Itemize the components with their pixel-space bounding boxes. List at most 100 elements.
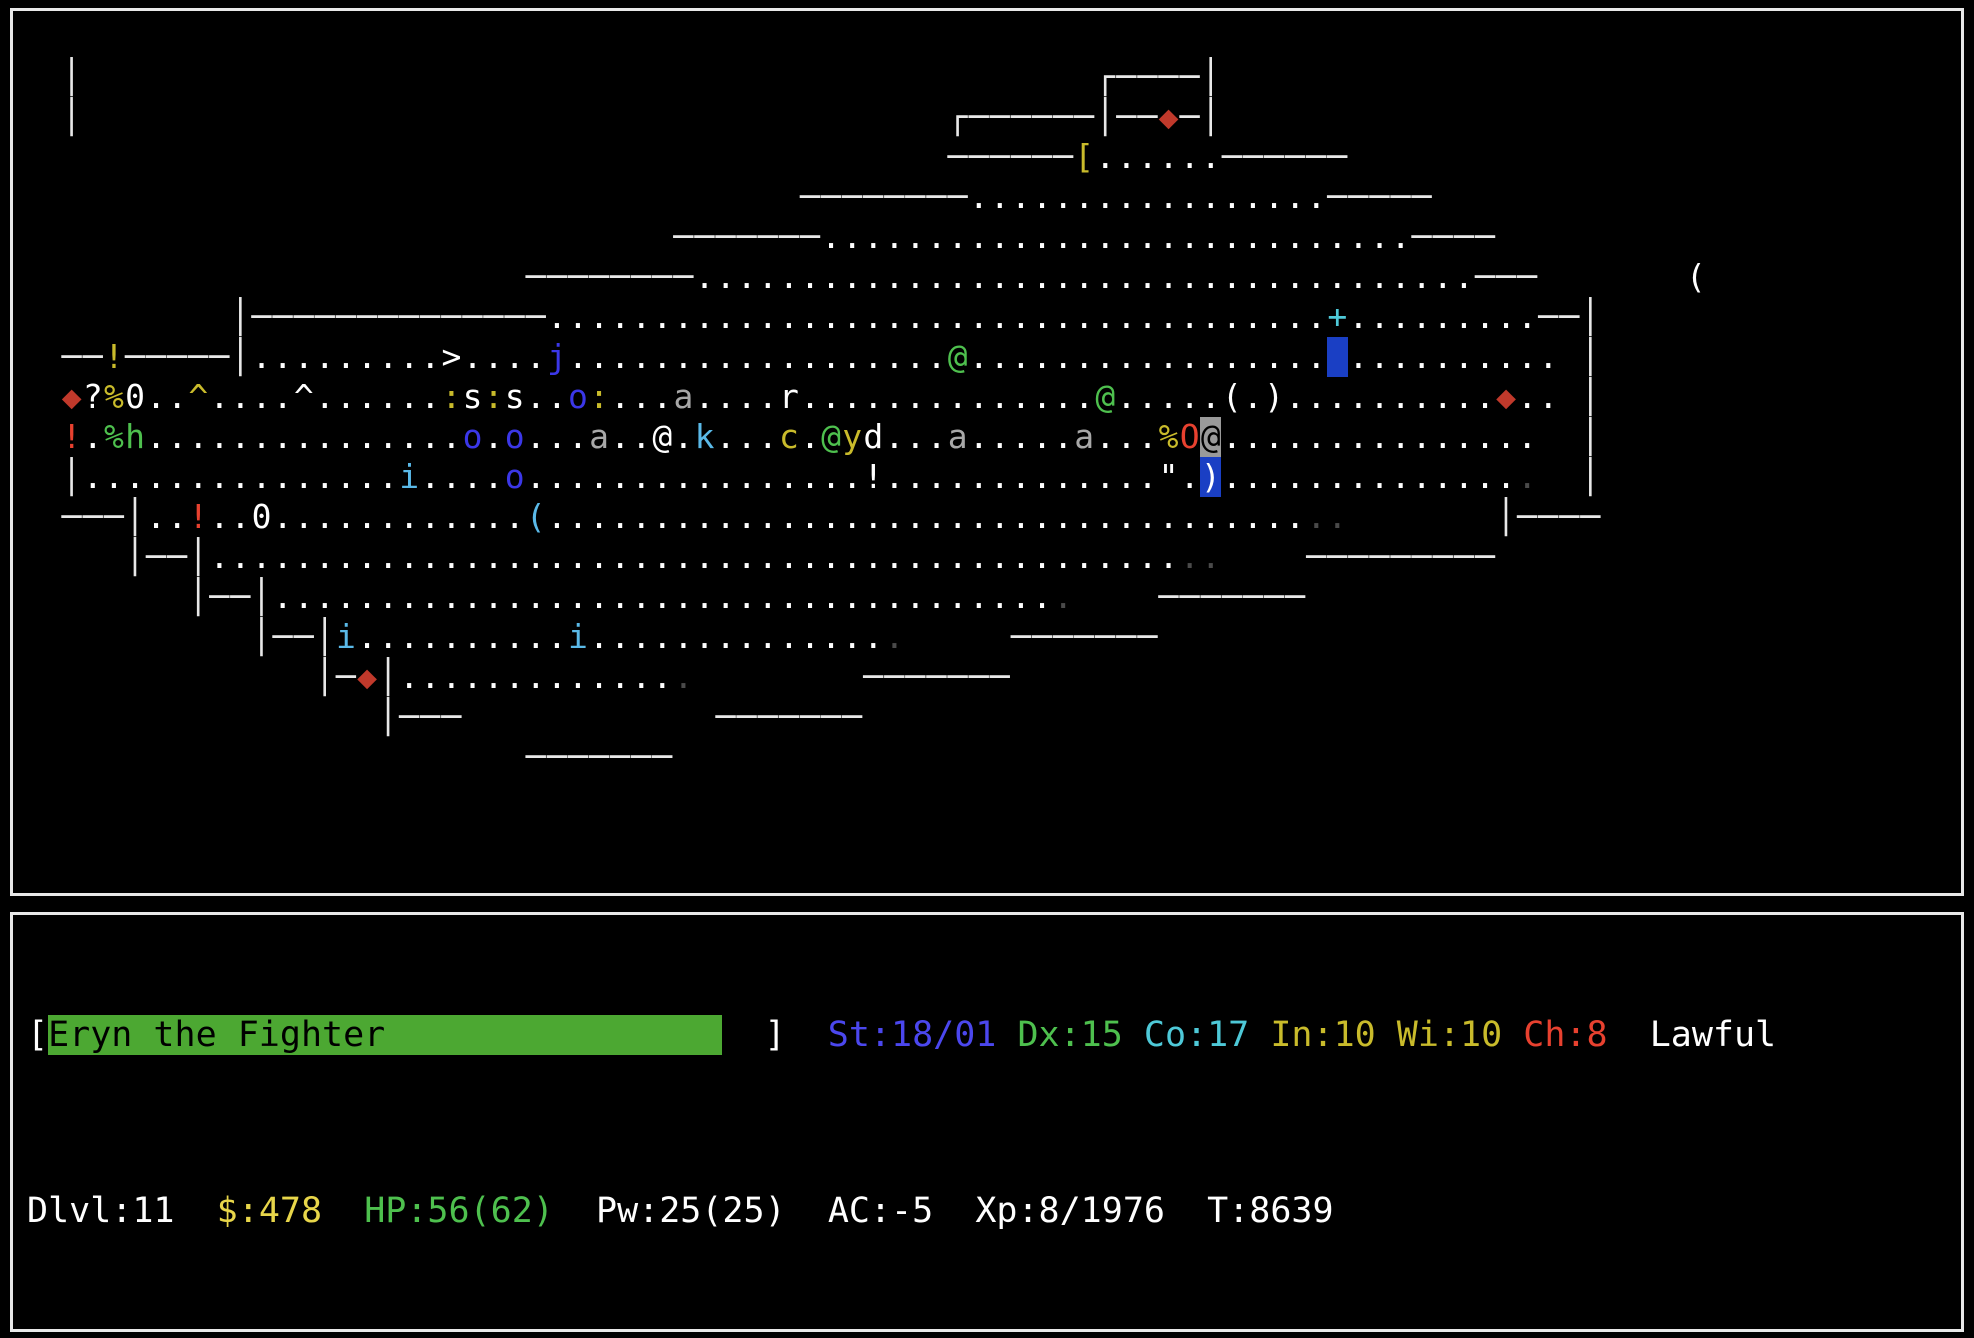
map-cell[interactable]: . <box>546 377 567 416</box>
map-cell[interactable]: ─ <box>1369 537 1390 576</box>
map-cell[interactable]: ─ <box>947 177 968 216</box>
map-cell[interactable]: . <box>251 337 272 376</box>
map-cell[interactable]: . <box>884 537 905 576</box>
map-cell[interactable]: . <box>757 257 778 296</box>
map-cell[interactable]: . <box>736 497 757 536</box>
map-cell[interactable]: ─ <box>1580 497 1601 536</box>
map-cell[interactable]: . <box>1264 177 1285 216</box>
map-cell[interactable]: . <box>821 297 842 336</box>
map-cell[interactable]: . <box>209 417 230 456</box>
map-cell[interactable]: . <box>589 617 610 656</box>
map-cell[interactable]: . <box>610 377 631 416</box>
map-cell[interactable]: . <box>1200 297 1221 336</box>
map-cell[interactable]: ─ <box>441 697 462 736</box>
map-cell[interactable]: . <box>1306 417 1327 456</box>
map-cell[interactable]: . <box>399 657 420 696</box>
map-cell[interactable]: . <box>399 337 420 376</box>
map-cell[interactable]: . <box>504 617 525 656</box>
map-cell[interactable]: │ <box>188 577 209 616</box>
map-cell[interactable]: . <box>694 377 715 416</box>
map-cell[interactable]: . <box>1369 417 1390 456</box>
map-cell[interactable]: . <box>1369 297 1390 336</box>
map-cell[interactable]: . <box>778 617 799 656</box>
map-cell[interactable]: ─ <box>1517 497 1538 536</box>
map-cell[interactable]: . <box>1285 177 1306 216</box>
map-cell[interactable]: . <box>378 457 399 496</box>
map-cell[interactable]: . <box>1411 257 1432 296</box>
map-cell[interactable]: . <box>1116 377 1137 416</box>
map-cell[interactable]: . <box>399 537 420 576</box>
map-cell[interactable]: . <box>1032 377 1052 416</box>
map-cell[interactable]: . <box>441 417 462 456</box>
map-cell[interactable]: ─ <box>1327 177 1348 216</box>
map-cell[interactable]: . <box>715 497 736 536</box>
map-cell[interactable]: . <box>821 377 842 416</box>
map-cell[interactable]: . <box>1200 137 1221 176</box>
map-cell[interactable]: ─ <box>82 497 103 536</box>
map-cell[interactable]: │ <box>61 97 82 136</box>
map-cell[interactable]: . <box>1011 537 1031 576</box>
map-cell[interactable]: ─ <box>103 497 124 536</box>
map-cell[interactable]: . <box>1053 337 1074 376</box>
map-cell[interactable]: . <box>778 577 799 616</box>
map-cell[interactable]: ─ <box>589 257 610 296</box>
map-cell[interactable]: . <box>884 217 905 256</box>
map-cell[interactable]: . <box>926 297 947 336</box>
map-cell[interactable]: [ <box>1074 137 1095 176</box>
map-cell[interactable]: . <box>757 337 778 376</box>
map-cell[interactable]: . <box>926 417 947 456</box>
map-cell[interactable]: . <box>504 537 525 576</box>
map-cell[interactable]: . <box>546 417 567 456</box>
map-cell[interactable]: . <box>1327 257 1348 296</box>
map-cell[interactable]: . <box>1095 257 1116 296</box>
map-cell[interactable]: @ <box>947 337 968 376</box>
map-cell[interactable]: . <box>757 377 778 416</box>
map-cell[interactable]: . <box>230 497 251 536</box>
map-cell[interactable]: . <box>1137 537 1158 576</box>
map-cell[interactable]: . <box>1285 497 1306 536</box>
map-cell[interactable]: . <box>589 297 610 336</box>
map-cell[interactable]: . <box>1432 257 1453 296</box>
map-cell[interactable]: . <box>420 337 441 376</box>
map-cell[interactable]: . <box>610 417 631 456</box>
map-cell[interactable]: . <box>715 577 736 616</box>
map-cell[interactable]: . <box>230 417 251 456</box>
map-cell[interactable]: o <box>504 417 525 456</box>
map-cell[interactable]: ? <box>82 377 103 416</box>
map-cell[interactable]: ─ <box>1116 617 1137 656</box>
map-cell[interactable]: . <box>336 497 356 536</box>
map-cell[interactable]: . <box>631 657 652 696</box>
map-cell[interactable]: . <box>1327 497 1348 536</box>
map-cell[interactable]: . <box>441 577 462 616</box>
map-cell[interactable]: │ <box>1580 297 1601 336</box>
map-cell[interactable]: . <box>884 257 905 296</box>
map-cell[interactable]: . <box>399 577 420 616</box>
map-cell[interactable]: . <box>1011 417 1031 456</box>
map-cell[interactable]: . <box>1095 137 1116 176</box>
map-cell[interactable]: . <box>989 377 1010 416</box>
map-cell[interactable]: . <box>736 417 757 456</box>
map-cell[interactable]: ! <box>61 417 82 456</box>
map-cell[interactable]: . <box>1243 217 1263 256</box>
map-cell[interactable]: ─ <box>905 177 926 216</box>
map-cell[interactable]: . <box>546 617 567 656</box>
map-cell[interactable]: . <box>1517 457 1538 496</box>
map-cell[interactable]: . <box>1453 377 1474 416</box>
map-cell[interactable]: . <box>1032 537 1052 576</box>
map-cell[interactable]: . <box>968 217 989 256</box>
map-cell[interactable]: c <box>778 417 799 456</box>
map-cell[interactable]: ─ <box>462 297 483 336</box>
map-cell[interactable]: . <box>357 457 377 496</box>
map-cell[interactable]: │ <box>125 537 145 576</box>
map-cell[interactable]: . <box>842 617 863 656</box>
map-cell[interactable]: . <box>589 337 610 376</box>
map-cell[interactable]: ─ <box>1011 617 1031 656</box>
map-cell[interactable]: . <box>905 417 926 456</box>
map-cell[interactable]: ─ <box>1053 617 1074 656</box>
map-cell[interactable]: . <box>778 457 799 496</box>
map-cell[interactable]: . <box>462 337 483 376</box>
map-cell[interactable]: . <box>1032 457 1052 496</box>
map-cell[interactable]: . <box>926 377 947 416</box>
map-cell[interactable]: . <box>504 337 525 376</box>
map-cell[interactable]: . <box>1053 177 1074 216</box>
